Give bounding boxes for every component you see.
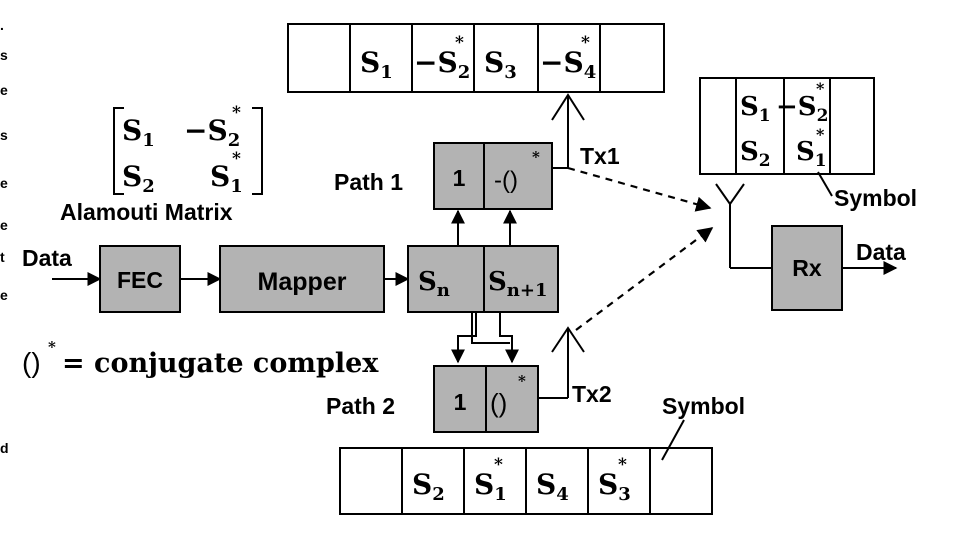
margin-fragment: s: [0, 47, 8, 63]
svg-text:−S2: −S2: [414, 46, 470, 83]
svg-text:FEC: FEC: [117, 267, 163, 293]
svg-text:*: *: [518, 372, 526, 390]
margin-fragment: d: [0, 440, 9, 456]
tx1-label: Tx1: [580, 143, 620, 169]
fec-block: FEC: [99, 245, 181, 313]
svg-text:-(): -(): [494, 167, 518, 194]
margin-fragment: e: [0, 217, 8, 233]
input-data-label: Data: [22, 245, 72, 271]
symbol-cell: −S2 *: [414, 33, 470, 83]
svg-text:S1: S1: [210, 160, 243, 197]
left-margin-fragments: . s e s e e t e d: [0, 17, 9, 456]
svg-text:*: *: [48, 338, 56, 356]
symbol-cell: S1 *: [474, 455, 507, 505]
svg-text:S2: S2: [122, 160, 155, 197]
tx2-antenna: [538, 326, 585, 399]
svg-text:Mapper: Mapper: [258, 268, 347, 296]
matrix-caption: Alamouti Matrix: [60, 199, 233, 225]
splitter-block: Sn Sn+1: [407, 245, 559, 313]
alamouti-matrix: S1 −S2 * S2 S1 * Alamouti Matrix: [60, 103, 263, 225]
svg-text:(): (): [22, 347, 41, 378]
svg-text:(): (): [490, 388, 507, 418]
svg-text:1: 1: [454, 389, 467, 415]
margin-fragment: s: [0, 127, 8, 143]
tx2-label: Tx2: [572, 381, 612, 407]
margin-fragment: .: [0, 17, 4, 33]
svg-text:*: *: [581, 33, 590, 53]
margin-fragment: e: [0, 82, 8, 98]
svg-text:*: *: [816, 79, 825, 98]
path2-label: Path 2: [326, 393, 395, 419]
svg-text:−S4: −S4: [540, 46, 596, 83]
svg-text:*: *: [232, 149, 241, 169]
symbol-cell: S4: [536, 468, 569, 505]
margin-fragment: t: [0, 249, 5, 265]
svg-text:S3: S3: [484, 46, 517, 83]
svg-text:1: 1: [453, 165, 466, 191]
margin-fragment: e: [0, 287, 8, 303]
path1-block: 1 -() *: [433, 142, 553, 210]
svg-text:*: *: [816, 125, 825, 144]
top-symbol-sequence: S1 −S2 * S3 −S4 *: [287, 23, 665, 93]
path2-block: 1 () *: [433, 365, 539, 433]
split-to-path2-lines: [451, 312, 519, 364]
svg-text:S1: S1: [796, 137, 827, 171]
svg-text:Rx: Rx: [792, 255, 822, 281]
rx-symbol-buffer: S1 −S2 * S2 S1 *: [699, 77, 875, 175]
bottom-symbol-sequence: S2 S1 * S4 S3 *: [339, 447, 713, 515]
symbol-cell: S3 *: [598, 455, 631, 505]
symbol-cell: −S4 *: [540, 33, 596, 83]
mapper-block: Mapper: [219, 245, 385, 313]
svg-text:S1: S1: [474, 468, 507, 505]
svg-text:S2: S2: [740, 137, 771, 171]
path1-label: Path 1: [334, 169, 403, 195]
svg-text:*: *: [494, 455, 503, 475]
svg-text:*: *: [232, 103, 241, 123]
conjugate-note: () * = conjugate complex: [22, 338, 379, 379]
symbol-cell: S2: [412, 468, 445, 505]
svg-text:S1: S1: [740, 92, 771, 126]
svg-text:Sn+1: Sn+1: [488, 267, 547, 301]
svg-text:S1: S1: [360, 46, 393, 83]
rx-block: Rx: [771, 225, 843, 311]
output-data-label: Data: [856, 239, 906, 265]
symbol-label-bottom: Symbol: [662, 393, 745, 419]
svg-text:S2: S2: [412, 468, 445, 505]
tx1-antenna: [551, 93, 585, 169]
svg-text:Sn: Sn: [418, 267, 450, 301]
svg-text:= conjugate complex: = conjugate complex: [62, 348, 379, 379]
svg-text:S3: S3: [598, 468, 631, 505]
margin-fragment: e: [0, 175, 8, 191]
svg-text:*: *: [532, 148, 540, 166]
svg-text:S1: S1: [122, 114, 155, 151]
symbol-cell: S3: [484, 46, 517, 83]
svg-text:*: *: [618, 455, 627, 475]
svg-text:−S2: −S2: [184, 114, 240, 151]
svg-text:−S2: −S2: [776, 92, 828, 126]
symbol-label-top: Symbol: [834, 185, 917, 211]
rx-antenna: [715, 183, 772, 269]
svg-text:S4: S4: [536, 468, 569, 505]
symbol-cell: S1: [360, 46, 393, 83]
svg-text:*: *: [455, 33, 464, 53]
